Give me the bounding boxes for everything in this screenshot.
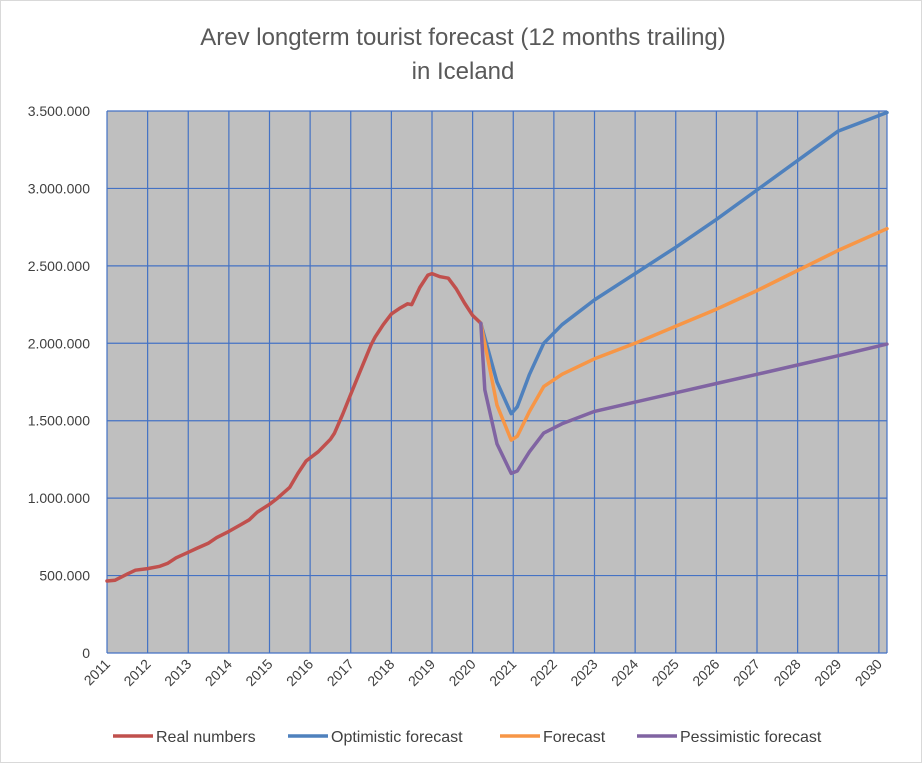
x-tick-label: 2015 (242, 656, 275, 689)
x-tick-label: 2016 (283, 656, 316, 689)
y-tick-label: 1.000.000 (28, 490, 90, 506)
y-tick-label: 1.500.000 (28, 413, 90, 429)
legend-label-real-numbers: Real numbers (156, 729, 256, 746)
y-tick-label: 3.000.000 (28, 180, 90, 196)
x-tick-label: 2017 (324, 656, 357, 689)
legend-label-optimistic-forecast: Optimistic forecast (331, 729, 463, 746)
y-tick-label: 2.000.000 (28, 335, 90, 351)
series-line-real-numbers (105, 271, 483, 583)
x-tick-label: 2019 (405, 656, 438, 689)
x-tick-label: 2030 (852, 656, 885, 689)
series-line-forecast (479, 226, 889, 442)
x-tick-label: 2026 (689, 656, 722, 689)
x-tick-label: 2025 (649, 656, 682, 689)
series-line-pessimistic-forecast (479, 321, 889, 476)
x-tick-label: 2012 (120, 656, 153, 689)
x-tick-label: 2013 (161, 656, 194, 689)
x-tick-label: 2018 (364, 656, 397, 689)
chart-title-line-1: Arev longterm tourist forecast (12 month… (200, 24, 726, 51)
y-tick-label: 3.500.000 (28, 103, 90, 119)
x-tick-label: 2029 (811, 656, 844, 689)
legend: Real numbers Optimistic forecast Forecast P… (113, 729, 822, 746)
x-tick-label: 2027 (730, 656, 763, 689)
y-tick-label: 2.500.000 (28, 258, 90, 274)
legend-label-pessimistic-forecast: Pessimistic forecast (680, 729, 822, 746)
x-tick-label: 2028 (770, 656, 803, 689)
y-tick-label: 500.000 (39, 568, 90, 584)
legend-label-forecast: Forecast (543, 729, 606, 746)
y-tick-label: 0 (82, 645, 90, 661)
x-tick-label: 2022 (527, 656, 560, 689)
series-line-optimistic-forecast (479, 110, 889, 416)
x-tick-label: 2020 (445, 656, 478, 689)
x-tick-label: 2014 (202, 656, 235, 689)
x-tick-label: 2021 (486, 656, 519, 689)
x-tick-label: 2024 (608, 656, 641, 689)
plot-area: 0 500.000 1.000.000 1.500.000 2.000.000 2.500… (28, 103, 889, 689)
x-tick-label: 2023 (567, 656, 600, 689)
chart-title-line-2: in Iceland (412, 58, 515, 85)
